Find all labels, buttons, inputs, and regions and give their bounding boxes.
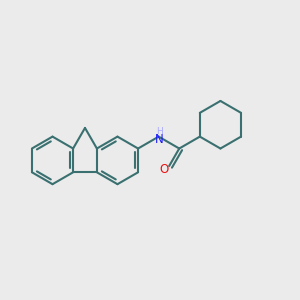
Text: N: N — [155, 133, 164, 146]
Text: O: O — [159, 163, 168, 176]
Text: H: H — [156, 127, 163, 136]
